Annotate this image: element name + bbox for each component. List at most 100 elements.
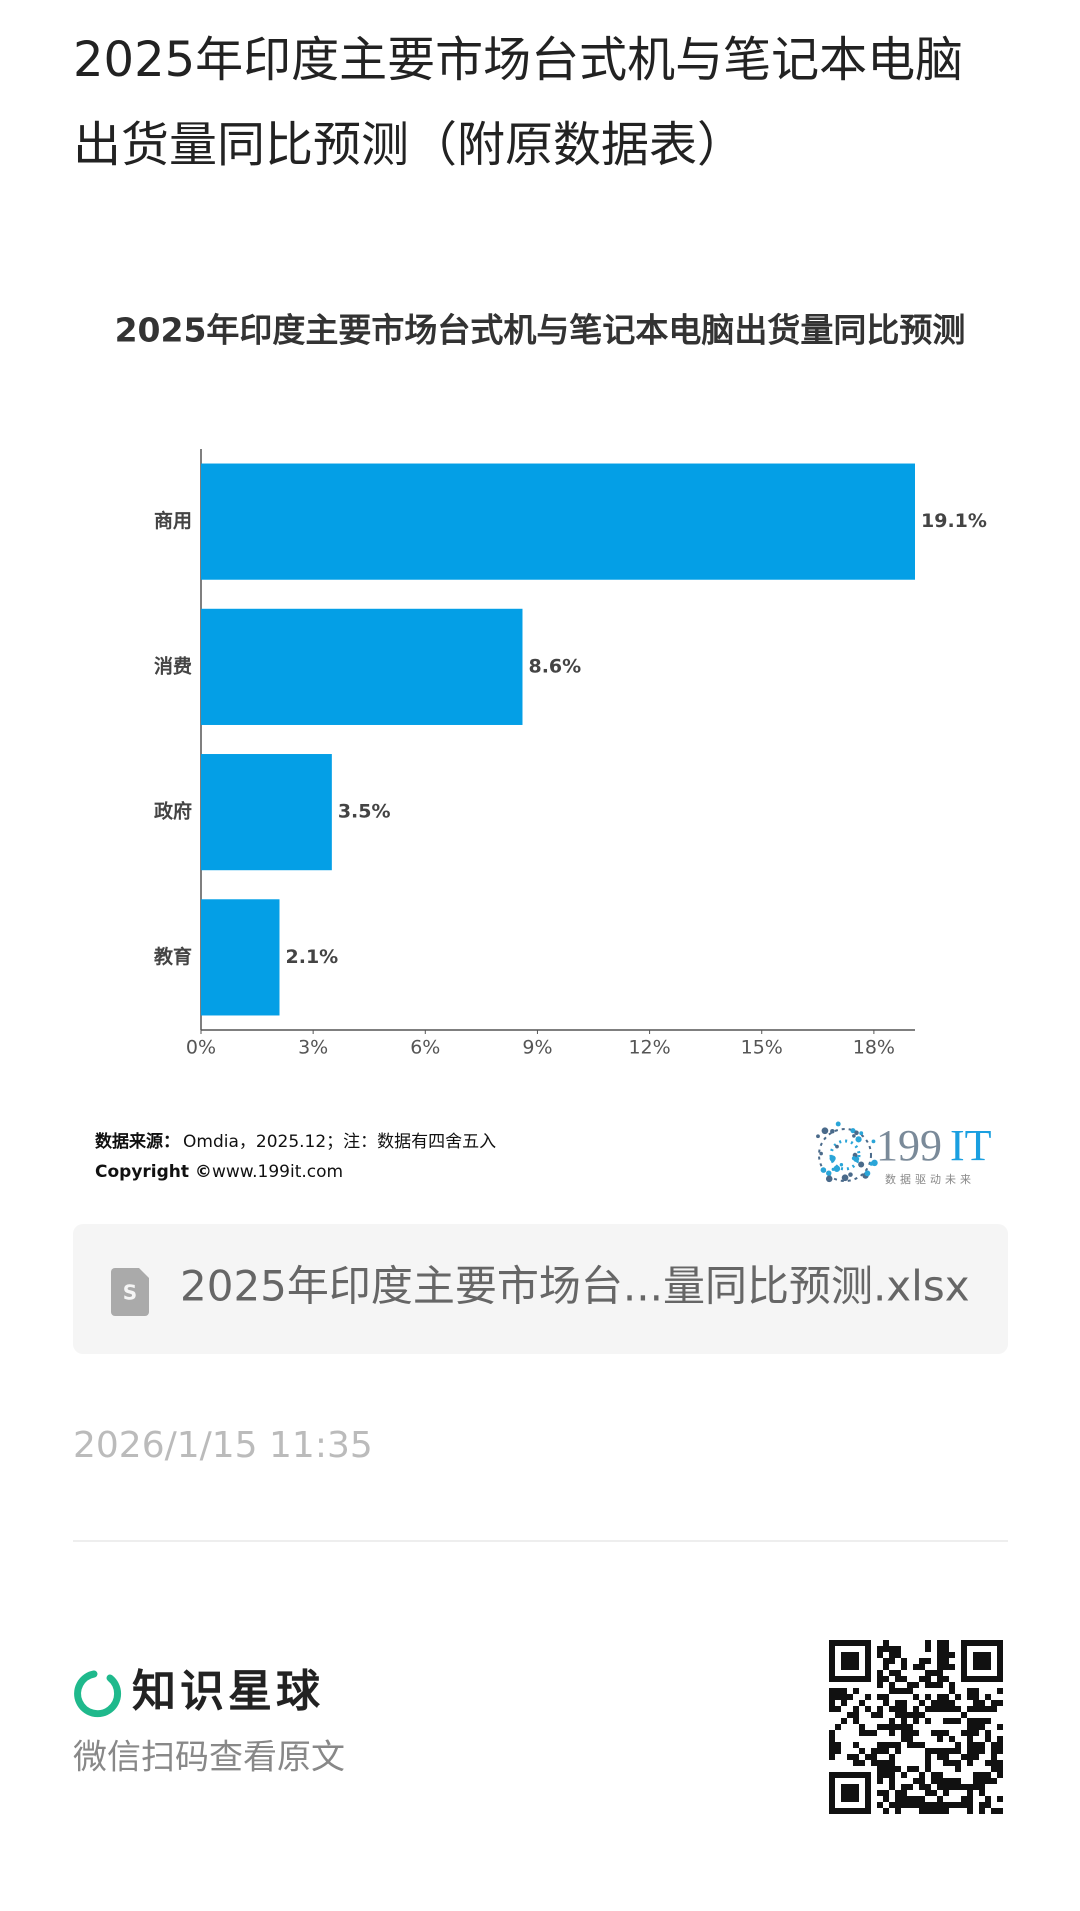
qr-module — [943, 1694, 949, 1700]
qr-module — [973, 1730, 979, 1736]
attachment-card[interactable] — [73, 1224, 1008, 1354]
qr-module — [829, 1754, 835, 1760]
qr-module — [967, 1796, 973, 1802]
qr-module — [937, 1658, 943, 1664]
logo-dot — [855, 1136, 862, 1143]
logo-number: 199 — [876, 1121, 942, 1170]
qr-module — [883, 1658, 889, 1664]
qr-module — [883, 1640, 889, 1646]
qr-module — [949, 1784, 955, 1790]
qr-module — [901, 1688, 907, 1694]
qr-module — [943, 1646, 949, 1652]
logo-dot — [851, 1156, 857, 1161]
qr-module — [901, 1712, 907, 1718]
qr-module — [943, 1706, 949, 1712]
logo-dots — [816, 1121, 878, 1183]
qr-module — [961, 1784, 967, 1790]
qr-module — [889, 1718, 895, 1724]
qr-module — [907, 1730, 913, 1736]
page-title: 出货量同比预测（附原数据表） — [73, 117, 745, 173]
qr-module — [853, 1760, 859, 1766]
qr-module — [919, 1664, 925, 1670]
qr-module — [943, 1754, 949, 1760]
qr-module — [937, 1670, 943, 1676]
logo-dot — [816, 1134, 820, 1139]
qr-module — [901, 1796, 907, 1802]
qr-module — [973, 1784, 979, 1790]
x-tick-label: 0% — [186, 1037, 216, 1059]
qr-module — [907, 1784, 913, 1790]
qr-module — [889, 1760, 895, 1766]
qr-module — [907, 1802, 913, 1808]
qr-module — [979, 1778, 985, 1784]
qr-module — [889, 1706, 895, 1712]
qr-module — [919, 1700, 925, 1706]
qr-module — [967, 1688, 973, 1694]
qr-module — [937, 1682, 943, 1688]
qr-module — [889, 1646, 895, 1652]
qr-module — [925, 1760, 931, 1766]
qr-module — [943, 1802, 949, 1808]
qr-module — [895, 1766, 901, 1772]
qr-module — [967, 1718, 973, 1724]
x-tick-label: 6% — [410, 1037, 440, 1059]
qr-module — [919, 1676, 925, 1682]
qr-module — [931, 1700, 937, 1706]
qr-module — [931, 1772, 937, 1778]
qr-module — [949, 1778, 955, 1784]
qr-module — [949, 1652, 955, 1658]
qr-module — [835, 1742, 841, 1748]
qr-module — [889, 1730, 895, 1736]
qr-module — [829, 1688, 835, 1694]
qr-module — [877, 1760, 883, 1766]
file-icon — [111, 1268, 149, 1316]
qr-module — [883, 1796, 889, 1802]
logo-dot — [871, 1139, 876, 1144]
qr-module — [967, 1706, 973, 1712]
qr-module — [955, 1784, 961, 1790]
qr-module — [925, 1706, 931, 1712]
qr-module — [991, 1778, 997, 1784]
brand: 知识星球 — [132, 1666, 324, 1717]
qr-module — [955, 1802, 961, 1808]
qr-module — [901, 1718, 907, 1724]
qr-module — [985, 1778, 991, 1784]
qr-module — [949, 1748, 955, 1754]
qr-module — [997, 1688, 1003, 1694]
qr-module — [919, 1784, 925, 1790]
qr-module — [973, 1754, 979, 1760]
qr-module — [979, 1718, 985, 1724]
qr-module — [943, 1652, 949, 1658]
qr-module — [967, 1802, 973, 1808]
qr-module — [991, 1706, 997, 1712]
qr-module — [949, 1736, 955, 1742]
qr-module — [931, 1790, 937, 1796]
qr-module — [925, 1766, 931, 1772]
qr-finder — [841, 1784, 859, 1802]
qr-module — [985, 1730, 991, 1736]
y-tick-label: 消费 — [154, 654, 192, 677]
qr-module — [925, 1694, 931, 1700]
qr-module — [937, 1736, 943, 1742]
qr-module — [955, 1760, 961, 1766]
logo-dot — [854, 1130, 859, 1136]
qr-module — [943, 1700, 949, 1706]
qr-module — [967, 1736, 973, 1742]
qr-module — [973, 1748, 979, 1754]
qr-module — [889, 1652, 895, 1658]
source-text: Omdia，2025.12；注：数据有四舍五入 — [183, 1132, 496, 1152]
logo-dot — [858, 1161, 865, 1168]
logo-dot — [871, 1159, 878, 1167]
qr-module — [877, 1652, 883, 1658]
qr-module — [901, 1658, 907, 1664]
qr-module — [949, 1688, 955, 1694]
qr-module — [967, 1754, 973, 1760]
logo-dot — [820, 1167, 827, 1173]
qr-module — [997, 1766, 1003, 1772]
qr-module — [925, 1718, 931, 1724]
qr-module — [883, 1694, 889, 1700]
logo-dot — [829, 1155, 836, 1162]
qr-finder — [841, 1652, 859, 1670]
copyright-text: www.199it.com — [212, 1162, 343, 1182]
